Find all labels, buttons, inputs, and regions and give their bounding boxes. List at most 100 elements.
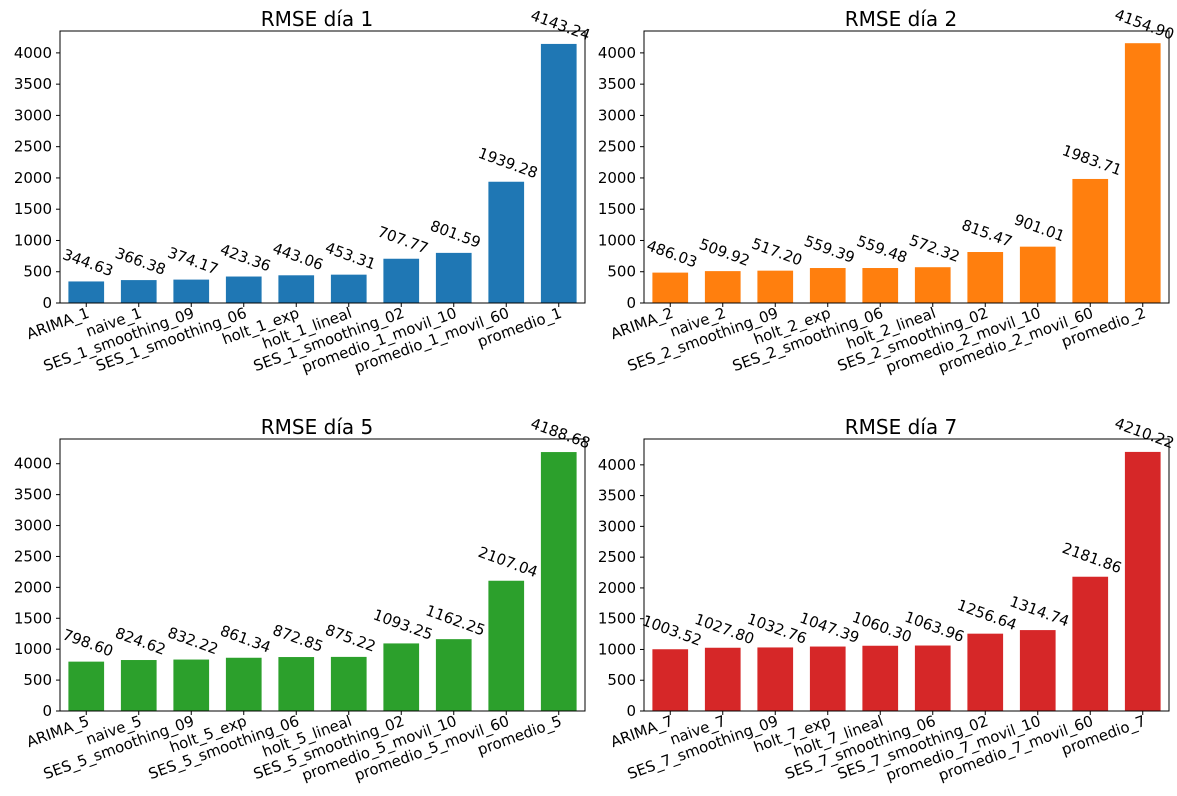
axes-frame [59,438,586,712]
bar-promedio_1_movil_10 [435,252,472,303]
bar-naive_1 [120,280,157,303]
chart-title: RMSE día 5 [261,415,373,439]
bar-ARIMA_5 [68,661,105,711]
x-tick-label: ARIMA_7 [608,712,676,752]
bar-SES_7_smoothing_06 [914,645,951,711]
data-label: 4154.90 [1112,5,1176,43]
y-tick-label: 2000 [598,579,636,597]
bar-holt_1_lineal [330,274,367,303]
y-tick-label: 500 [607,671,636,689]
data-label: 423.36 [218,240,273,275]
y-tick-label: 3500 [598,487,636,505]
y-tick-label: 1000 [14,231,52,249]
chart-panel-dia-1: RMSE día 1 344.63ARIMA_1366.38naive_1374… [14,6,593,377]
y-tick-label: 3000 [598,106,636,124]
data-label: 1003.52 [640,611,704,649]
y-tick-label: 1000 [14,640,52,658]
y-tick-label: 1500 [598,610,636,628]
data-label: 509.92 [697,235,752,270]
bar-naive_7 [704,647,741,711]
bar-holt_7_exp [809,646,846,711]
bar-holt_2_lineal [914,267,951,303]
bar-ARIMA_1 [68,281,105,303]
bar-promedio_2 [1124,43,1161,304]
data-label: 1047.39 [797,609,861,647]
data-label: 4188.68 [528,414,592,452]
y-tick-label: 3500 [14,75,52,93]
y-tick-label: 2000 [14,578,52,596]
chart-title: RMSE día 7 [845,415,957,439]
data-label: 559.39 [802,232,857,267]
data-label: 861.34 [218,622,273,657]
bar-holt_5_exp [225,657,262,711]
y-tick-label: 3500 [598,75,636,93]
y-tick-label: 500 [23,671,52,689]
data-label: 572.32 [907,231,962,266]
y-tick-label: 0 [626,702,636,720]
bar-promedio_1_movil_60 [488,181,525,303]
data-label: 2107.04 [476,543,540,581]
data-label: 1027.80 [692,610,756,648]
bar-promedio_7 [1124,451,1161,711]
data-label: 1060.30 [850,608,914,646]
data-label: 901.01 [1012,211,1067,246]
y-tick-label: 3500 [14,486,52,504]
chart-panel-dia-7: RMSE día 7 1003.52ARIMA_71027.80naive_71… [598,414,1177,785]
y-tick-label: 2000 [14,169,52,187]
data-label: 1314.74 [1007,592,1071,630]
bar-SES_1_smoothing_06 [225,276,262,303]
axes-frame [643,30,1170,304]
bar-holt_2_exp [809,268,846,303]
data-label: 872.85 [270,621,325,656]
bar-ARIMA_2 [652,272,689,303]
data-label: 443.06 [270,239,325,274]
bar-SES_1_smoothing_02 [383,258,420,303]
data-label: 815.47 [959,216,1014,251]
chart-title: RMSE día 1 [261,7,373,31]
y-tick-label: 1000 [598,231,636,249]
data-label: 374.17 [165,243,220,278]
data-label: 875.22 [323,621,378,656]
bar-SES_7_smoothing_09 [757,647,794,711]
x-tick-label: ARIMA_1 [24,304,92,344]
data-label: 1939.28 [476,144,540,182]
y-tick-label: 2500 [14,547,52,565]
x-tick-label: ARIMA_5 [24,712,92,752]
x-tick-label: ARIMA_2 [608,304,676,344]
y-tick-label: 2500 [598,548,636,566]
bar-promedio_7_movil_10 [1019,630,1056,711]
bar-promedio_5 [540,452,577,711]
y-tick-label: 4000 [598,44,636,62]
data-label: 4143.24 [528,6,592,44]
data-label: 824.62 [113,624,168,659]
bar-promedio_5_movil_60 [488,580,525,711]
y-tick-label: 1500 [14,200,52,218]
bar-promedio_1 [540,43,577,304]
y-tick-label: 500 [23,263,52,281]
y-tick-label: 4000 [14,455,52,473]
bar-ARIMA_7 [652,649,689,711]
bar-promedio_7_movil_60 [1072,576,1109,711]
bar-holt_5_lineal [330,656,367,711]
axes-frame [643,438,1170,712]
data-label: 453.31 [323,239,378,274]
y-tick-label: 0 [626,294,636,312]
bar-promedio_5_movil_10 [435,639,472,711]
bar-promedio_2_movil_60 [1072,178,1109,303]
y-tick-label: 2500 [14,138,52,156]
bar-SES_2_smoothing_06 [862,268,899,303]
y-tick-label: 0 [42,294,52,312]
y-tick-label: 3000 [14,517,52,535]
data-label: 832.22 [165,623,220,658]
chart-panel-dia-5: RMSE día 5 798.60ARIMA_5824.62naive_5832… [14,414,593,785]
bar-SES_1_smoothing_09 [173,279,210,303]
y-tick-label: 1500 [598,200,636,218]
y-tick-label: 3000 [598,517,636,535]
data-label: 517.20 [749,235,804,270]
y-tick-label: 4000 [598,456,636,474]
data-label: 4210.22 [1112,414,1176,452]
bar-SES_5_smoothing_02 [383,643,420,711]
data-label: 1032.76 [745,610,809,648]
data-label: 1983.71 [1060,141,1124,179]
